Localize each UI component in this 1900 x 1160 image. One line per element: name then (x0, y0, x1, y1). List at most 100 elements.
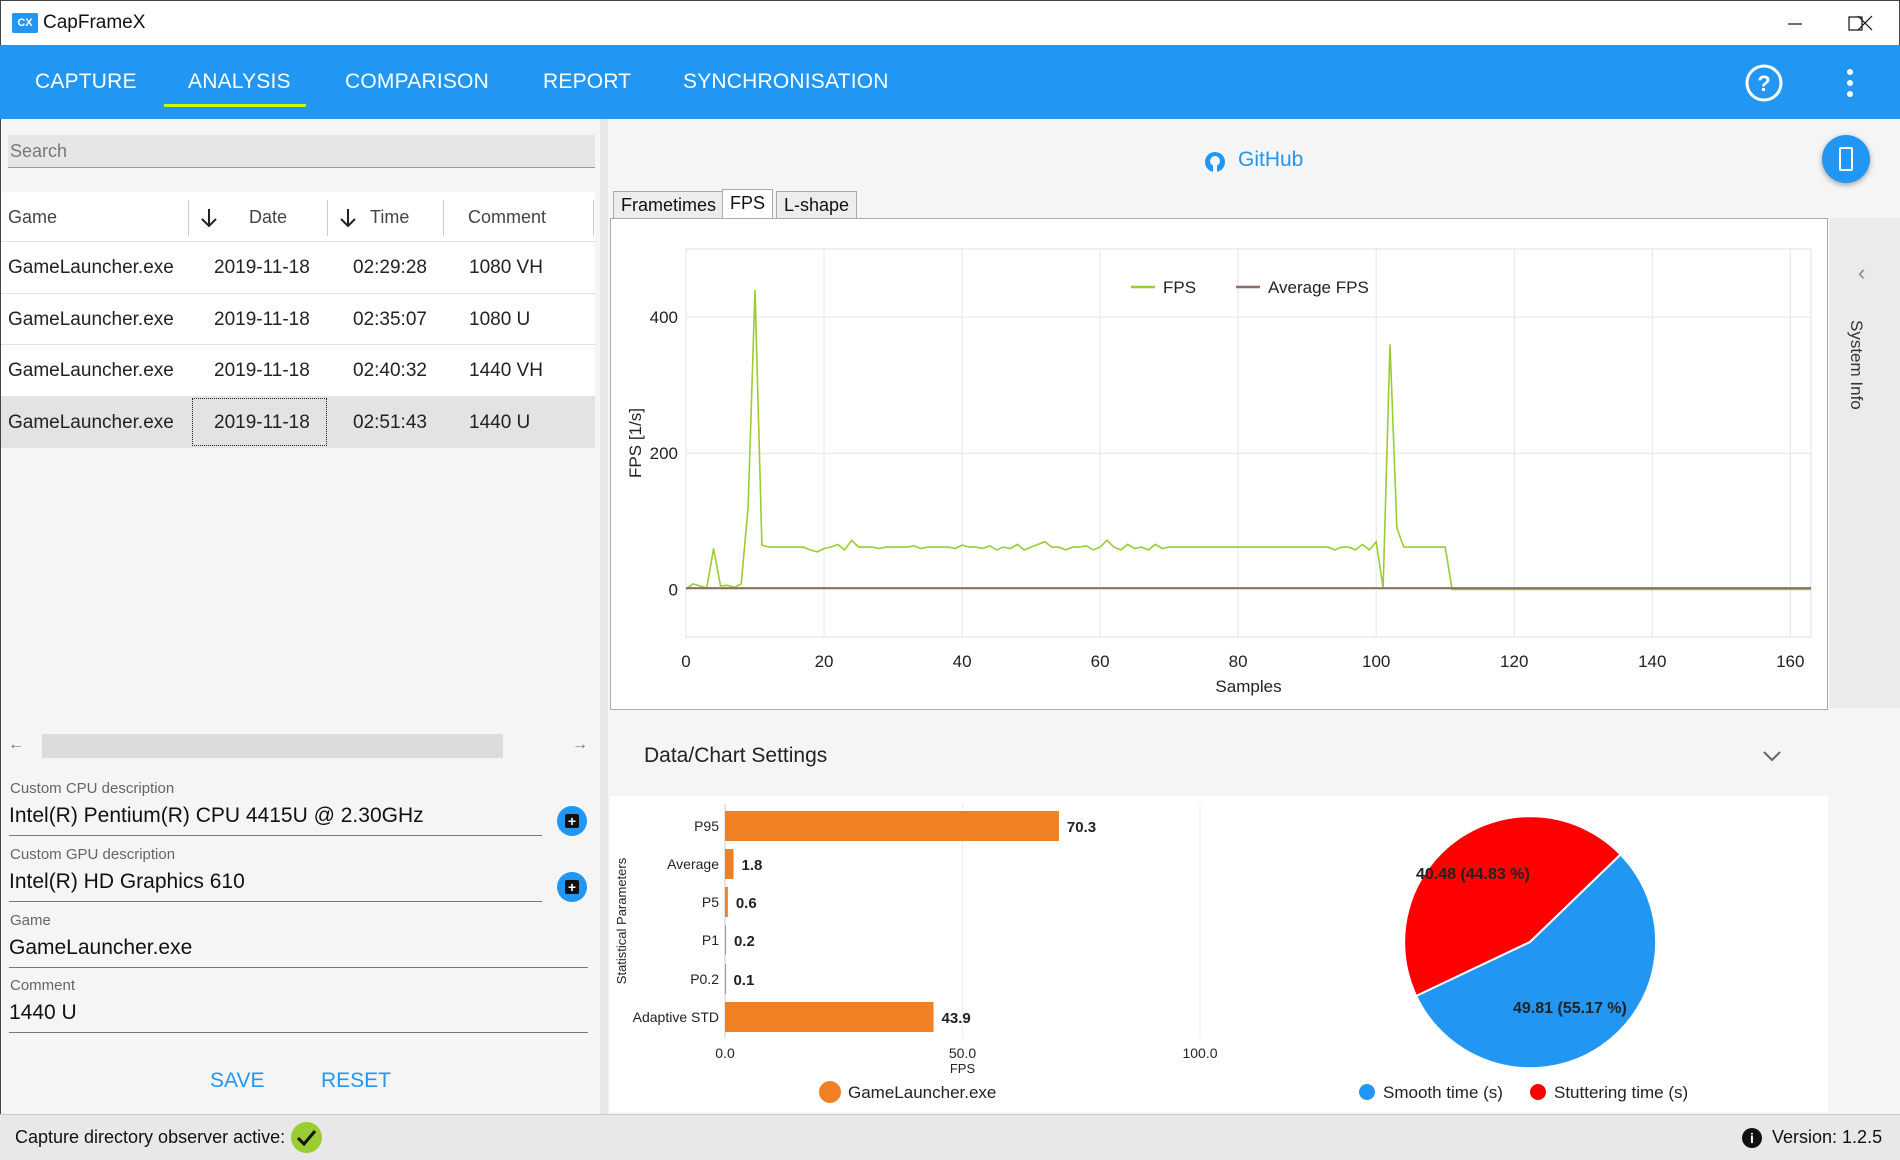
phone-icon (1839, 147, 1853, 171)
pie-data-label: 49.81 (55.17 %) (1513, 1000, 1627, 1017)
comment-label: Comment (10, 977, 76, 994)
system-info-panel[interactable] (1830, 218, 1900, 708)
statistics-area: P95 70.3 Average 1.8 P5 0.6 P1 0.2 P0.2 0.1 Adapti… (610, 796, 1828, 1112)
observer-status-text: Capture directory observer active: (15, 1127, 286, 1147)
pie-slice-stuttering (1403, 815, 1623, 998)
cell-comment: 1080 VH (469, 257, 543, 278)
github-link[interactable]: GitHub (1238, 148, 1304, 171)
app-logo: CX (12, 13, 38, 33)
x-tick-label: 100 (1362, 652, 1390, 671)
active-tab-indicator (164, 104, 306, 107)
scrollbar-thumb[interactable] (42, 734, 503, 758)
cpu-description-input[interactable]: Intel(R) Pentium(R) CPU 4415U @ 2.30GHz (9, 804, 542, 836)
minimize-button[interactable] (1761, 1, 1831, 46)
nav-bar: CAPTURE ANALYSIS COMPARISON REPORT SYNCH… (0, 45, 1900, 119)
legend-label: GameLauncher.exe (848, 1083, 996, 1102)
more-vert-icon[interactable] (1840, 67, 1860, 101)
tab-fps[interactable]: FPS (722, 189, 774, 219)
tab-report[interactable]: REPORT (543, 70, 632, 93)
tab-synchronisation[interactable]: SYNCHRONISATION (683, 70, 889, 93)
chart-settings-header[interactable]: Data/Chart Settings (610, 722, 1828, 792)
comment-input[interactable]: 1440 U (9, 1001, 588, 1033)
panel-divider[interactable] (600, 119, 608, 1114)
x-tick-label: 50.0 (949, 1045, 976, 1061)
status-bar: Capture directory observer active: i Ver… (0, 1114, 1900, 1160)
column-header-date[interactable]: Date (249, 207, 288, 227)
chevron-down-icon[interactable] (1760, 744, 1784, 768)
version-text: Version: 1.2.5 (1772, 1127, 1883, 1147)
gpu-description-input[interactable]: Intel(R) HD Graphics 610 (9, 870, 542, 902)
stat-bar (725, 964, 726, 994)
x-tick-label: 160 (1776, 652, 1804, 671)
x-axis-label: Samples (1215, 677, 1281, 696)
tab-comparison[interactable]: COMPARISON (345, 70, 489, 93)
stat-bar (725, 811, 1059, 841)
column-header-time[interactable]: Time (370, 207, 410, 227)
table-row[interactable]: GameLauncher.exe 2019-11-18 02:40:32 144… (1, 345, 595, 397)
x-tick-label: 0 (681, 652, 690, 671)
check-icon (291, 1122, 322, 1153)
game-input[interactable]: GameLauncher.exe (9, 936, 588, 968)
maximize-button[interactable] (1821, 1, 1891, 46)
fps-series-line (685, 289, 1811, 591)
y-axis-label: FPS [1/s] (626, 408, 645, 478)
system-info-label: System Info (1847, 320, 1866, 410)
info-icon[interactable]: i (1742, 1128, 1762, 1148)
pie-data-label: 40.48 (44.83 %) (1416, 866, 1530, 883)
stat-bar (725, 925, 726, 955)
add-gpu-button[interactable]: + (557, 872, 587, 902)
tab-capture[interactable]: CAPTURE (35, 70, 137, 93)
column-header-comment[interactable]: Comment (468, 207, 547, 227)
search-input[interactable] (8, 135, 595, 167)
bar-category-label: P5 (702, 894, 719, 910)
bar-category-label: Average (667, 856, 719, 872)
save-button[interactable]: SAVE (210, 1069, 265, 1092)
statistics-charts: P95 70.3 Average 1.8 P5 0.6 P1 0.2 P0.2 0.1 Adapti… (614, 804, 1688, 1103)
reset-button[interactable]: RESET (321, 1069, 392, 1092)
table-row[interactable]: GameLauncher.exe 2019-11-18 02:35:07 108… (1, 293, 595, 345)
scroll-right-icon[interactable]: → (572, 736, 588, 753)
tab-frametimes[interactable]: Frametimes (613, 191, 725, 219)
cell-game: GameLauncher.exe (8, 411, 174, 433)
column-header-game[interactable]: Game (8, 207, 58, 227)
cell-time: 02:40:32 (353, 360, 427, 381)
column-separator (443, 200, 444, 236)
tab-analysis[interactable]: ANALYSIS (188, 70, 291, 93)
x-axis-label: FPS (950, 1061, 976, 1076)
chart-settings-title: Data/Chart Settings (644, 744, 828, 767)
bar-category-label: P1 (702, 932, 719, 948)
bar-category-label: P95 (694, 818, 719, 834)
stat-bar (725, 1002, 934, 1032)
cell-date: 2019-11-18 (214, 257, 310, 278)
search-box[interactable] (8, 135, 595, 168)
help-icon[interactable]: ? (1744, 63, 1784, 103)
plus-icon: + (565, 880, 579, 894)
x-tick-label: 140 (1638, 652, 1666, 671)
close-icon (1857, 15, 1873, 31)
close-button[interactable] (1839, 1, 1900, 46)
table-row-selected[interactable]: GameLauncher.exe 2019-11-18 02:51:43 144… (1, 396, 595, 448)
pie-slice-smooth (1414, 853, 1658, 1070)
fps-chart: 0 20 40 60 80 100 120 140 160 0 200 400 Samples FPS [… (626, 248, 1812, 696)
cell-time: 02:35:07 (353, 308, 427, 330)
y-tick-label: 400 (650, 308, 678, 327)
table-row[interactable]: GameLauncher.exe 2019-11-18 02:29:28 108… (1, 242, 595, 294)
bar-value-label: 0.1 (733, 972, 754, 989)
fab-button[interactable] (1822, 135, 1870, 183)
minimize-icon (1788, 23, 1802, 25)
legend-label: Smooth time (s) (1383, 1083, 1503, 1102)
legend-swatch (1530, 1084, 1546, 1100)
chevron-left-icon[interactable]: ‹ (1858, 260, 1866, 285)
legend-label: FPS (1163, 278, 1196, 297)
horizontal-scrollbar[interactable]: ← → (1, 727, 601, 758)
column-separator (188, 200, 189, 236)
bar-category-label: Adaptive STD (633, 1009, 719, 1025)
scroll-left-icon[interactable]: ← (8, 736, 24, 753)
tab-lshape[interactable]: L-shape (776, 191, 858, 219)
bar-value-label: 70.3 (1067, 819, 1096, 836)
gpu-description-label: Custom GPU description (10, 846, 176, 863)
records-panel: Game Date Time Comment GameLauncher.exe … (0, 119, 604, 1114)
column-separator (593, 200, 594, 236)
cell-date: 2019-11-18 (214, 360, 310, 381)
add-cpu-button[interactable]: + (557, 806, 587, 836)
